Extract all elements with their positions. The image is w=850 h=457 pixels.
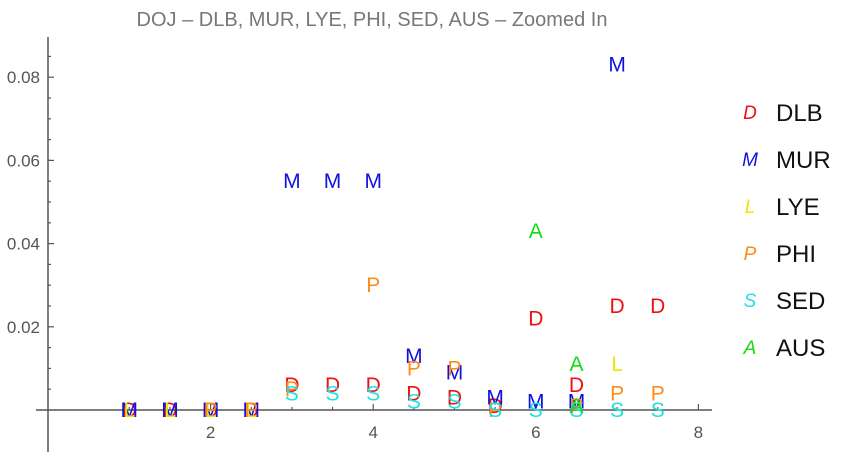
legend-marker: P	[744, 244, 757, 265]
axes: 0.02 0.04 0.06 0.08 2 4 6 8	[7, 37, 712, 452]
marker-sed: S	[366, 382, 380, 405]
x-tick-label: 8	[694, 423, 703, 442]
marker-phi: P	[204, 399, 218, 422]
marker-phi: P	[407, 357, 421, 380]
marker-mur: M	[364, 170, 382, 193]
marker-dlb: D	[610, 295, 625, 318]
legend-label: AUS	[776, 335, 825, 362]
marker-dlb: D	[203, 399, 218, 422]
marker-dlb: D	[244, 399, 259, 422]
legend-label: PHI	[776, 241, 816, 268]
marker-mur: M	[121, 399, 139, 422]
marker-phi: P	[488, 399, 502, 422]
marker-mur: M	[568, 391, 586, 414]
y-tick-label: 0.08	[7, 68, 40, 87]
marker-mur: M	[527, 391, 545, 414]
marker-phi: P	[651, 382, 665, 405]
marker-dlb: D	[284, 374, 299, 397]
marker-mur: M	[446, 362, 464, 385]
marker-sed: S	[529, 399, 543, 422]
marker-mur: M	[405, 345, 423, 368]
y-tick-label: 0.06	[7, 151, 40, 170]
marker-phi: P	[447, 357, 461, 380]
marker-aus: A	[529, 220, 543, 243]
legend: D DLB M MUR L LYE P PHI S SED A AUS	[742, 100, 831, 362]
legend-label: DLB	[776, 100, 823, 127]
marker-sed: S	[447, 391, 461, 414]
legend-label: SED	[776, 288, 825, 315]
marker-phi: P	[366, 274, 380, 297]
legend-marker: A	[743, 338, 757, 359]
marker-phi: P	[285, 378, 299, 401]
marker-mur: M	[202, 399, 220, 422]
marker-sed: S	[651, 399, 665, 422]
marker-mur: M	[486, 387, 504, 410]
marker-mur: M	[608, 54, 626, 77]
marker-mur: M	[324, 170, 342, 193]
x-tick-label: 4	[368, 423, 377, 442]
legend-marker: L	[745, 197, 756, 218]
marker-sed: S	[407, 391, 421, 414]
x-ticks: 2 4 6 8	[128, 404, 703, 442]
marker-dlb: D	[650, 295, 665, 318]
marker-dlb: D	[366, 374, 381, 397]
marker-dlb: D	[488, 395, 503, 418]
marker-lye: L	[123, 399, 135, 422]
marker-aus: A	[569, 353, 583, 376]
marker-lye: L	[205, 399, 217, 422]
legend-marker: D	[743, 103, 757, 124]
marker-dlb: D	[528, 307, 543, 330]
marker-sed: S	[488, 399, 502, 422]
marker-phi: P	[244, 399, 258, 422]
marker-mur: M	[243, 399, 261, 422]
marker-mur: M	[283, 170, 301, 193]
marker-phi: P	[610, 382, 624, 405]
marker-dlb: D	[447, 387, 462, 410]
marker-sed: S	[569, 399, 583, 422]
legend-label: MUR	[776, 147, 831, 174]
marker-lye: L	[164, 399, 176, 422]
marker-dlb: D	[569, 374, 584, 397]
chart-title: DOJ – DLB, MUR, LYE, PHI, SED, AUS – Zoo…	[137, 9, 608, 31]
marker-sed: S	[285, 382, 299, 405]
marker-dlb: D	[162, 399, 177, 422]
x-tick-label: 6	[531, 423, 540, 442]
legend-label: LYE	[776, 194, 820, 221]
legend-marker: M	[742, 150, 758, 171]
marker-dlb: D	[122, 399, 137, 422]
marker-sed: S	[610, 399, 624, 422]
marker-mur: M	[161, 399, 179, 422]
y-tick-label: 0.02	[7, 318, 40, 337]
marker-lye: L	[611, 353, 623, 376]
marker-phi: P	[569, 395, 583, 418]
marker-sed: S	[326, 382, 340, 405]
marker-dlb: D	[406, 382, 421, 405]
marker-lye: L	[245, 399, 257, 422]
legend-marker: S	[744, 291, 757, 312]
y-ticks: 0.02 0.04 0.06 0.08	[7, 55, 54, 390]
marker-dlb: D	[325, 374, 340, 397]
y-tick-label: 0.04	[7, 235, 40, 254]
marker-aus: A	[569, 395, 583, 418]
x-tick-label: 2	[206, 423, 215, 442]
